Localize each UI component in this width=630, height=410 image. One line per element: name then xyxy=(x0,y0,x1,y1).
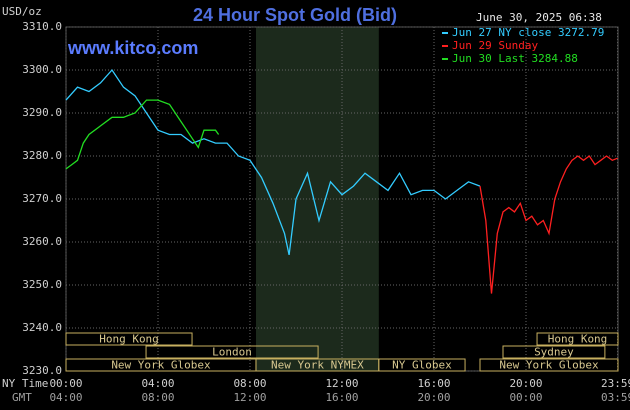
x-row-label: NY Time xyxy=(2,377,48,390)
legend-label: Jun 30 Last 3284.88 xyxy=(452,52,578,65)
session-label: Hong Kong xyxy=(548,333,608,346)
x-tick-label: 12:00 xyxy=(325,377,358,390)
x2-row-label: GMT xyxy=(12,391,32,404)
x2-tick-label: 08:00 xyxy=(141,391,174,404)
x2-tick-label: 04:00 xyxy=(49,391,82,404)
chart-title: 24 Hour Spot Gold (Bid) xyxy=(193,5,397,25)
session-box xyxy=(502,345,606,359)
x2-tick-label: 12:00 xyxy=(233,391,266,404)
y-tick-label: 3260.0 xyxy=(22,235,62,248)
series-line xyxy=(479,155,618,294)
session-label: NY Globex xyxy=(392,359,452,372)
x2-tick-label: 03:59 xyxy=(601,391,630,404)
y-tick-label: 3270.0 xyxy=(22,192,62,205)
series-line xyxy=(65,68,481,256)
session-label: New York Globex xyxy=(499,359,599,372)
x-tick-label: 20:00 xyxy=(509,377,542,390)
watermark: www.kitco.com xyxy=(67,38,198,58)
y-tick-label: 3300.0 xyxy=(22,63,62,76)
timestamp: June 30, 2025 06:38 xyxy=(476,11,602,24)
y-tick-label: 3230.0 xyxy=(22,364,62,377)
session-label: London xyxy=(212,346,252,359)
session-box xyxy=(65,332,193,346)
x2-tick-label: 00:00 xyxy=(509,391,542,404)
y-tick-label: 3280.0 xyxy=(22,149,62,162)
x-tick-label: 23:59 xyxy=(601,377,630,390)
legend-label: Jun 29 Sunday xyxy=(452,39,538,52)
session-label: Sydney xyxy=(534,346,574,359)
x-tick-label: 16:00 xyxy=(417,377,450,390)
session-box xyxy=(479,358,619,372)
y-tick-label: 3240.0 xyxy=(22,321,62,334)
y-axis-label: USD/oz xyxy=(2,5,42,18)
session-label: New York Globex xyxy=(111,359,211,372)
x-tick-label: 00:00 xyxy=(49,377,82,390)
session-label: New York NYMEX xyxy=(271,359,364,372)
grid xyxy=(65,26,619,372)
series-line xyxy=(65,99,220,170)
y-tick-label: 3310.0 xyxy=(22,20,62,33)
session-label: Hong Kong xyxy=(99,333,159,346)
x-tick-label: 04:00 xyxy=(141,377,174,390)
session-box xyxy=(145,345,319,359)
session-box xyxy=(536,332,619,346)
x-tick-label: 08:00 xyxy=(233,377,266,390)
y-tick-label: 3290.0 xyxy=(22,106,62,119)
x2-tick-label: 20:00 xyxy=(417,391,450,404)
session-box xyxy=(378,358,466,372)
y-tick-label: 3250.0 xyxy=(22,278,62,291)
legend-label: Jun 27 NY close 3272.79 xyxy=(452,26,604,39)
x2-tick-label: 16:00 xyxy=(325,391,358,404)
